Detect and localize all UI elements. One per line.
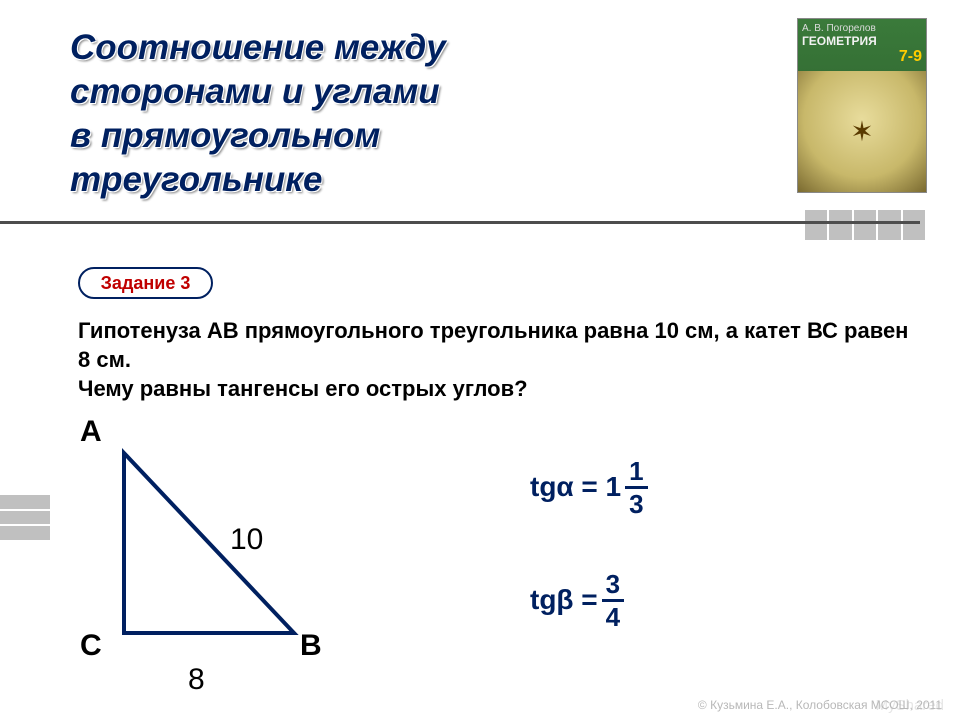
side-hypotenuse-label: 10	[230, 523, 263, 557]
side-base-label: 8	[188, 663, 205, 697]
tg-beta-fraction: 3 4	[602, 571, 624, 630]
title-line-2: сторонами и углами	[70, 70, 720, 114]
problem-statement: Гипотенуза АВ прямоугольного треугольник…	[78, 316, 912, 403]
problem-line-2: Чему равны тангенсы его острых углов?	[78, 374, 912, 403]
book-author: А. В. Погорелов	[802, 23, 922, 34]
tg-alpha-numerator: 1	[625, 458, 647, 489]
tg-alpha-fraction: 1 3	[625, 458, 647, 517]
credit-footer: © Кузьмина Е.А., Колобовская МСОШ, 2011	[698, 698, 942, 712]
decor-stripes-right	[805, 210, 925, 240]
equation-tg-beta: tgβ = 3 4	[530, 570, 910, 630]
tg-beta-denominator: 4	[602, 602, 624, 630]
page-title: Соотношение между сторонами и углами в п…	[70, 26, 720, 202]
textbook-cover: А. В. Погорелов ГЕОМЕТРИЯ 7-9 ✶	[797, 18, 927, 193]
slide: Соотношение между сторонами и углами в п…	[0, 0, 960, 720]
triangle-diagram: A C B 10 8	[78, 415, 398, 705]
tg-alpha-denominator: 3	[625, 489, 647, 517]
book-illustration: ✶	[798, 71, 926, 192]
vertex-a-label: A	[80, 415, 102, 449]
book-header: А. В. Погорелов ГЕОМЕТРИЯ 7-9	[798, 19, 926, 71]
book-grades: 7-9	[802, 48, 922, 66]
horizontal-divider	[0, 221, 920, 224]
triangle-shape	[124, 453, 294, 633]
book-title: ГЕОМЕТРИЯ	[802, 34, 922, 48]
task-badge: Задание 3	[78, 267, 213, 299]
equation-tg-alpha: tgα = 1 1 3	[530, 457, 910, 517]
title-line-4: треугольнике	[70, 158, 720, 202]
task-badge-label: Задание 3	[101, 273, 191, 294]
tg-beta-numerator: 3	[602, 571, 624, 602]
vertex-b-label: B	[300, 629, 322, 663]
problem-line-1: Гипотенуза АВ прямоугольного треугольник…	[78, 316, 912, 374]
tg-alpha-lhs: tgα = 1	[530, 471, 621, 503]
title-line-3: в прямоугольном	[70, 114, 720, 158]
title-line-1: Соотношение между	[70, 26, 720, 70]
tg-beta-lhs: tgβ =	[530, 584, 598, 616]
decor-stripes-left	[0, 495, 50, 540]
vertex-c-label: C	[80, 629, 102, 663]
